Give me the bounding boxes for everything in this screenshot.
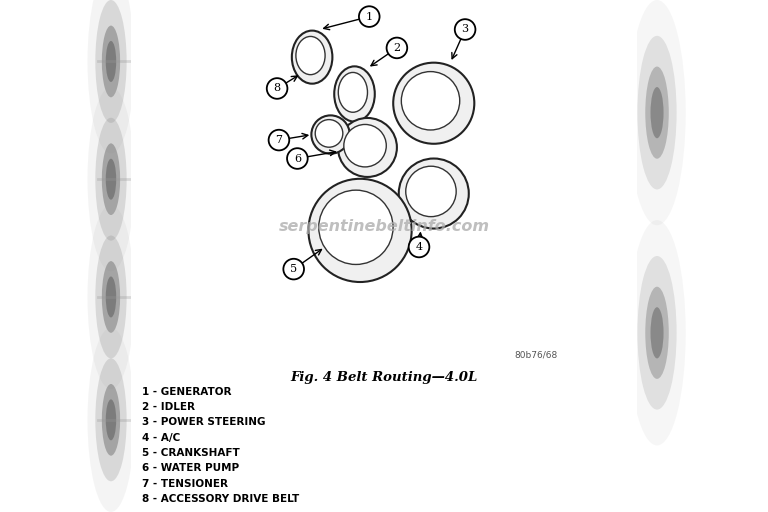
Text: 2 - IDLER: 2 - IDLER: [142, 402, 195, 412]
Circle shape: [650, 307, 664, 358]
Text: 1 - GENERATOR: 1 - GENERATOR: [142, 387, 232, 397]
Circle shape: [628, 220, 686, 445]
Circle shape: [95, 0, 127, 123]
Circle shape: [645, 67, 669, 159]
Circle shape: [102, 384, 120, 456]
Text: 1: 1: [366, 12, 372, 22]
Circle shape: [106, 399, 116, 440]
Text: 6: 6: [294, 154, 301, 163]
Circle shape: [95, 118, 127, 241]
Text: 7 - TENSIONER: 7 - TENSIONER: [142, 479, 228, 489]
Text: 2: 2: [393, 43, 400, 53]
Circle shape: [650, 87, 664, 138]
Ellipse shape: [315, 120, 343, 147]
Circle shape: [95, 236, 127, 358]
Ellipse shape: [344, 124, 386, 167]
Circle shape: [88, 205, 134, 389]
Circle shape: [409, 237, 429, 258]
Circle shape: [455, 19, 475, 40]
Ellipse shape: [309, 179, 412, 282]
Circle shape: [88, 87, 134, 271]
Ellipse shape: [319, 190, 393, 265]
Text: 5 - CRANKSHAFT: 5 - CRANKSHAFT: [142, 448, 240, 458]
Text: 7: 7: [276, 135, 283, 145]
Text: Fig. 4 Belt Routing—4.0L: Fig. 4 Belt Routing—4.0L: [290, 371, 478, 384]
Circle shape: [95, 358, 127, 481]
Text: 8 - ACCESSORY DRIVE BELT: 8 - ACCESSORY DRIVE BELT: [142, 494, 300, 504]
Circle shape: [359, 6, 379, 27]
Ellipse shape: [296, 36, 325, 75]
Text: 4: 4: [415, 242, 422, 252]
Text: 3: 3: [462, 25, 468, 34]
Ellipse shape: [393, 62, 475, 144]
Circle shape: [88, 328, 134, 512]
Ellipse shape: [292, 31, 333, 83]
Circle shape: [266, 78, 287, 99]
Ellipse shape: [338, 72, 367, 112]
Circle shape: [269, 130, 290, 151]
Ellipse shape: [338, 118, 397, 177]
Circle shape: [287, 148, 308, 169]
Circle shape: [106, 159, 116, 200]
Circle shape: [88, 0, 134, 154]
Circle shape: [102, 261, 120, 333]
Circle shape: [102, 143, 120, 215]
Circle shape: [645, 287, 669, 379]
Circle shape: [102, 26, 120, 97]
Circle shape: [637, 256, 677, 410]
Ellipse shape: [311, 115, 349, 154]
Text: 8: 8: [273, 83, 280, 94]
Circle shape: [283, 259, 304, 280]
Ellipse shape: [399, 159, 468, 228]
Circle shape: [628, 0, 686, 225]
Ellipse shape: [402, 72, 460, 130]
Ellipse shape: [406, 166, 456, 217]
Ellipse shape: [334, 67, 375, 122]
Circle shape: [106, 276, 116, 317]
Text: serpentinebeltinfo.com: serpentinebeltinfo.com: [279, 219, 489, 234]
Circle shape: [637, 36, 677, 189]
Text: 6 - WATER PUMP: 6 - WATER PUMP: [142, 463, 239, 474]
Circle shape: [106, 41, 116, 82]
Text: 5: 5: [290, 264, 297, 274]
Text: 80b76/68: 80b76/68: [514, 350, 558, 359]
Text: 4 - A/C: 4 - A/C: [142, 433, 180, 443]
Text: 3 - POWER STEERING: 3 - POWER STEERING: [142, 417, 266, 428]
Circle shape: [386, 37, 407, 58]
